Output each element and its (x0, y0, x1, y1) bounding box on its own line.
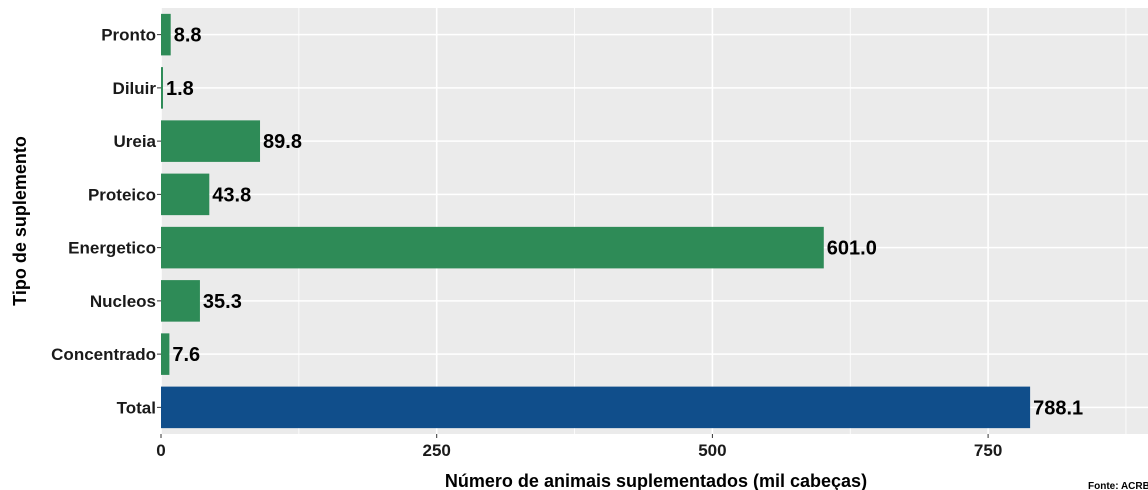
category-label-ureia: Ureia (113, 132, 156, 151)
source-note: Fonte: ACRBA (1088, 481, 1148, 490)
bar-energetico (161, 226, 824, 269)
data-label-ureia: 89.8 (263, 131, 302, 153)
plot-panel (161, 8, 1148, 434)
bar-concentrado (161, 333, 170, 375)
data-label-pronto: 8.8 (174, 25, 202, 47)
bar-nucleos (161, 280, 200, 322)
x-axis-title: Número de animais suplementados (mil cab… (445, 471, 867, 490)
x-tick-label: 750 (974, 441, 1002, 460)
x-tick-label: 500 (698, 441, 726, 460)
category-label-pronto: Pronto (101, 26, 156, 45)
category-label-nucleos: Nucleos (90, 292, 156, 311)
category-label-energetico: Energetico (68, 239, 156, 258)
bar-ureia (161, 120, 261, 162)
data-label-total: 788.1 (1033, 397, 1083, 419)
category-label-diluir: Diluir (113, 79, 157, 98)
bar-total (161, 386, 1031, 429)
bars: 8.8 1.8 89.8 43.8 601.0 35.3 7.6 788.1 (161, 13, 1083, 429)
bar-proteico (161, 173, 210, 216)
x-tick-labels: 0 250 500 750 (156, 434, 1002, 460)
data-label-concentrado: 7.6 (172, 344, 200, 366)
x-tick-label: 0 (156, 441, 165, 460)
category-labels: Pronto Diluir Ureia Proteico Energetico Nucle… (51, 26, 161, 417)
data-label-diluir: 1.8 (166, 78, 194, 100)
data-label-energetico: 601.0 (827, 238, 877, 260)
bar-diluir (161, 67, 163, 109)
category-label-concentrado: Concentrado (51, 345, 156, 364)
bar-pronto (161, 13, 171, 56)
x-tick-label: 250 (423, 441, 451, 460)
data-label-nucleos: 35.3 (203, 291, 242, 313)
category-label-total: Total (117, 398, 156, 417)
data-label-proteico: 43.8 (212, 184, 251, 206)
category-label-proteico: Proteico (88, 185, 156, 204)
y-axis-title: Tipo de suplemento (10, 136, 30, 306)
